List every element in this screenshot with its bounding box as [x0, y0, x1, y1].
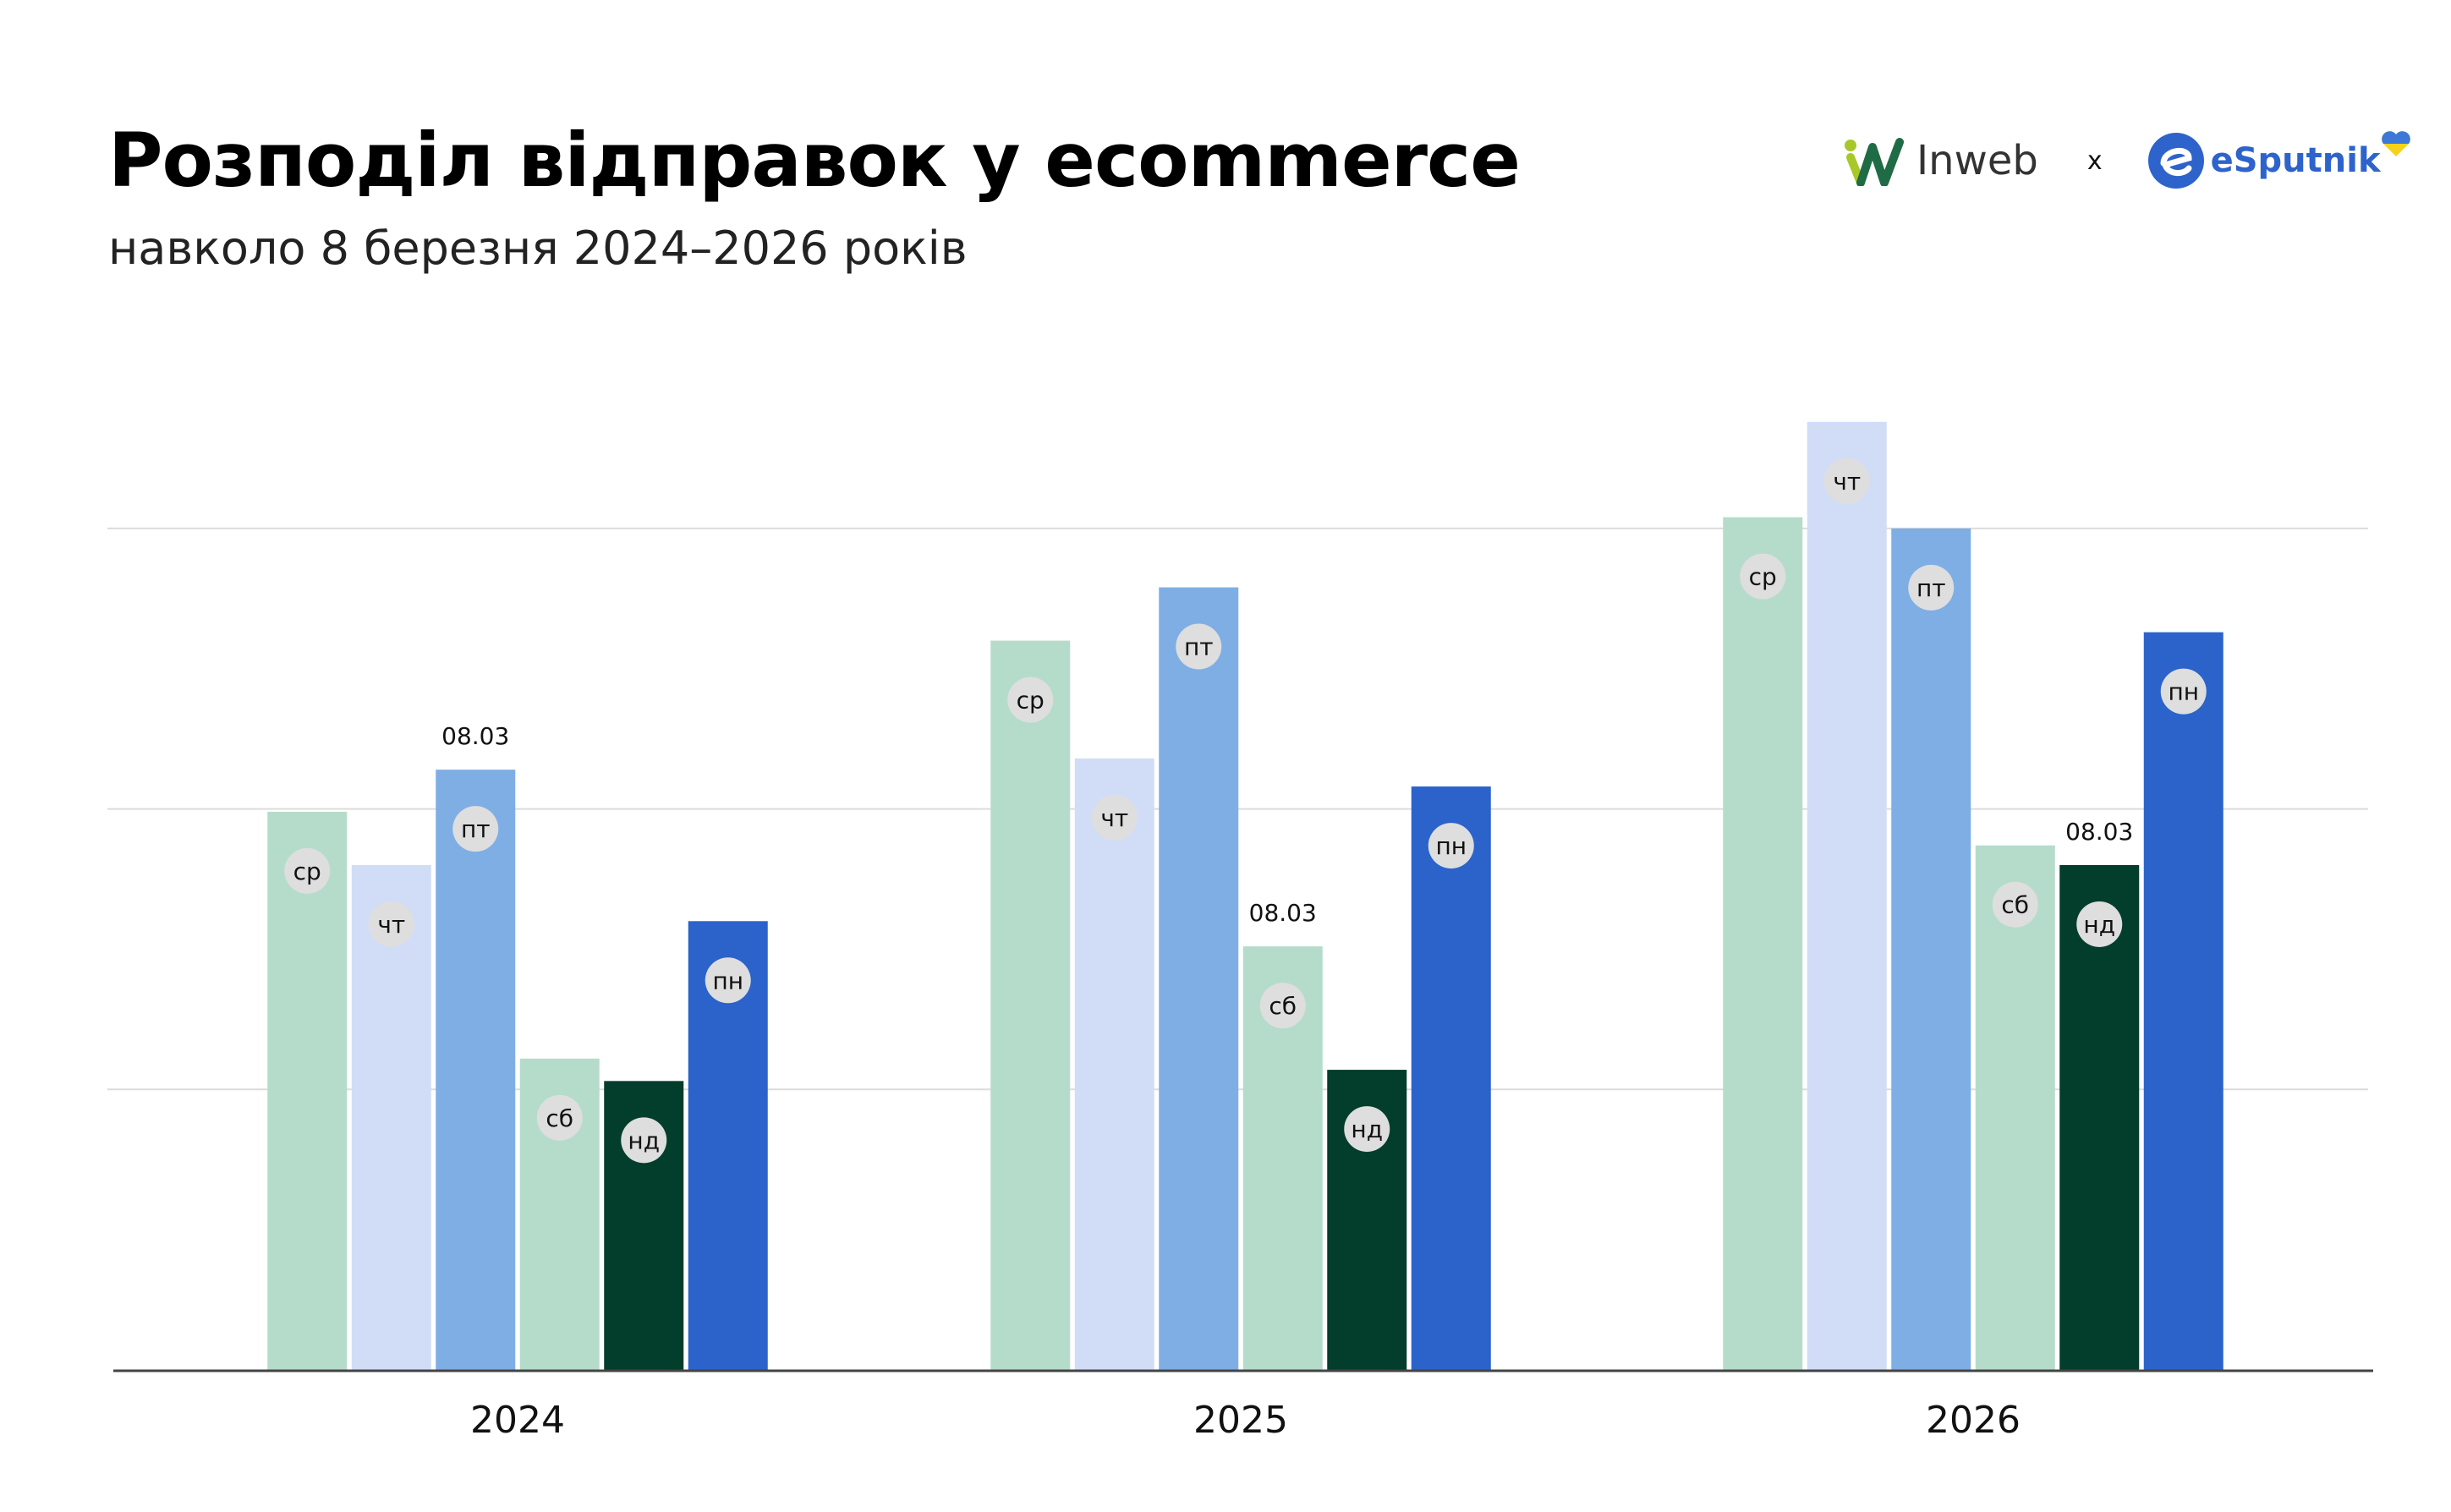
- day-label: чт: [1100, 804, 1128, 832]
- date-annotation: 08.03: [441, 722, 509, 750]
- inweb-logo-icon: [1845, 138, 1904, 186]
- day-label: пн: [712, 967, 743, 994]
- day-label: сб: [546, 1104, 573, 1132]
- date-annotation: 08.03: [2065, 818, 2133, 846]
- day-badge: [1176, 623, 1222, 670]
- day-badge: [1428, 823, 1474, 869]
- esputnik-logo-icon: [2147, 133, 2204, 189]
- bar-2026-нд: [2059, 864, 2140, 1370]
- bar-2024-чт: [351, 864, 431, 1370]
- logo-separator: x: [2086, 145, 2103, 176]
- date-annotation: 08.03: [1249, 899, 1317, 927]
- logos: Inweb x eSputnik: [1844, 127, 2411, 194]
- bar-2025-пт: [1159, 587, 1239, 1370]
- day-badge: [1908, 564, 1955, 611]
- bar-2024-пт: [436, 770, 516, 1370]
- chart-title: Розподіл відправок у ecommerce: [108, 117, 1521, 204]
- day-label: пт: [1916, 574, 1946, 602]
- inweb-logo-text: Inweb: [1916, 137, 2038, 184]
- day-label: нд: [1351, 1115, 1383, 1143]
- bar-2025-пн: [1411, 786, 1491, 1370]
- day-label: ср: [1017, 687, 1045, 715]
- day-badge: [1344, 1106, 1390, 1153]
- bar-2025-ср: [990, 640, 1071, 1370]
- bar-2025-чт: [1074, 758, 1154, 1370]
- day-badge: [705, 957, 751, 1004]
- day-badge: [284, 847, 331, 894]
- day-label: нд: [2083, 911, 2115, 939]
- chart-subtitle: навколо 8 березня 2024–2026 років: [108, 222, 968, 275]
- day-label: чт: [377, 911, 405, 939]
- ukraine-heart-icon: [2381, 131, 2410, 156]
- day-label: пн: [1435, 832, 1467, 860]
- day-badge: [1740, 553, 1786, 600]
- x-tick-label: 2024: [470, 1399, 565, 1442]
- bar-2026-пн: [2143, 632, 2223, 1370]
- day-badge: [1259, 983, 1306, 1029]
- day-badge: [2076, 901, 2123, 947]
- day-label: сб: [2001, 891, 2029, 919]
- day-badge: [452, 806, 499, 852]
- day-badge: [1992, 881, 2038, 928]
- day-label: ср: [293, 857, 321, 885]
- day-label: сб: [1269, 992, 1297, 1020]
- bar-2024-ср: [267, 811, 348, 1370]
- day-badge: [1091, 794, 1138, 841]
- esputnik-logo-text: eSputnik: [2210, 141, 2381, 180]
- bar-2026-пт: [1891, 528, 1971, 1370]
- day-badge: [536, 1094, 583, 1141]
- day-label: чт: [1833, 468, 1861, 496]
- bar-2026-ср: [1723, 517, 1803, 1370]
- day-label: ср: [1749, 563, 1777, 591]
- bar-2026-чт: [1807, 421, 1887, 1370]
- x-tick-label: 2025: [1193, 1399, 1288, 1442]
- day-badge: [621, 1117, 667, 1164]
- day-badge: [1823, 457, 1870, 504]
- day-label: пт: [1184, 633, 1214, 661]
- bar-2026-сб: [1975, 845, 2055, 1370]
- day-label: пт: [461, 815, 491, 843]
- x-tick-label: 2026: [1926, 1399, 2021, 1442]
- day-badge: [1007, 677, 1054, 723]
- day-badge: [368, 901, 414, 947]
- day-label: нд: [628, 1126, 660, 1154]
- day-badge: [2160, 668, 2207, 715]
- day-label: пн: [2168, 678, 2199, 706]
